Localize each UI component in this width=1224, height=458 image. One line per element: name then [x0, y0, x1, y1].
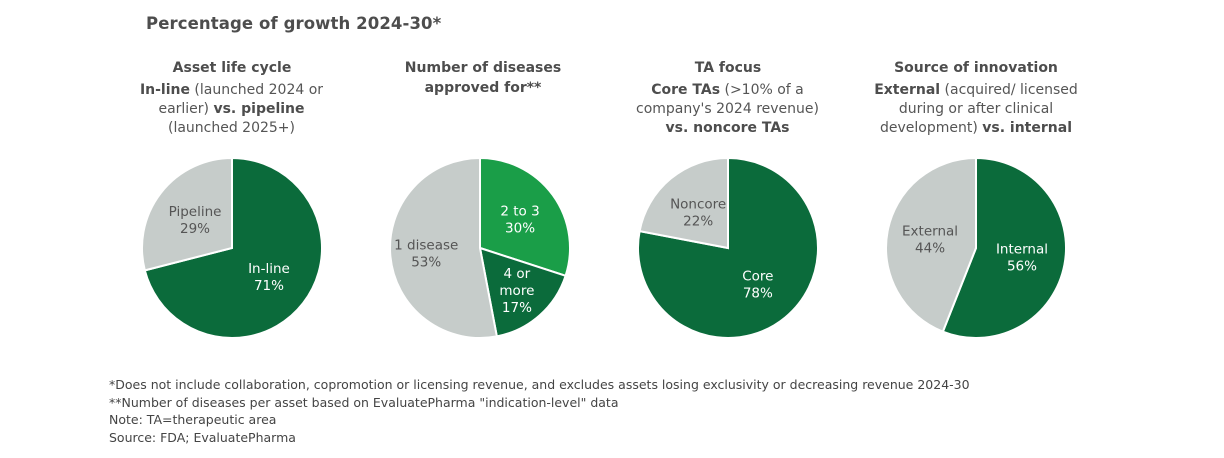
pie-slice-in-line: [143, 156, 323, 339]
footnote: Source: FDA; EvaluatePharma: [109, 429, 296, 445]
pie-slice-external: [885, 156, 977, 333]
pie-slice-pipeline: [141, 156, 233, 272]
panel-title: Source of innovation: [894, 60, 1058, 76]
slice-value: 30%: [505, 220, 535, 236]
slice-label: Noncore: [670, 196, 726, 212]
panel-source-of-innovation: Source of innovation External (acquired/…: [851, 58, 1101, 138]
pie-slice-noncore: [638, 156, 729, 250]
pie-slice-4-or-more: [478, 246, 567, 338]
chart-title: Percentage of growth 2024-30*: [146, 14, 442, 33]
subtitle-segment: vs. internal: [982, 120, 1072, 136]
slice-label: In-line: [248, 261, 290, 277]
pie-slice-internal: [941, 156, 1067, 339]
slice-label: Core: [742, 269, 773, 285]
subtitle-segment: (launched 2025+): [167, 120, 296, 136]
subtitle-segment: Core TAs: [651, 82, 721, 98]
slice-label: Internal: [996, 241, 1048, 257]
panel-asset-life-cycle: Asset life cycle In-line (launched 2024 …: [107, 58, 357, 138]
slice-value: 44%: [915, 241, 945, 257]
slice-value: 56%: [1007, 258, 1037, 274]
subtitle-segment: vs. pipeline: [213, 101, 305, 117]
slice-value: 71%: [254, 278, 284, 294]
panel-title: TA focus: [694, 60, 762, 76]
pie-slice-2-to-3: [479, 156, 571, 278]
slice-label: Pipeline: [169, 204, 222, 220]
footnotes: *Does not include collaboration, copromo…: [109, 376, 970, 446]
slice-label: 4 or: [504, 266, 531, 282]
panel-title: Number of diseases approved for**: [404, 60, 562, 96]
panel-title: Asset life cycle: [172, 60, 292, 76]
subtitle-segment: (acquired/ licensed during or after clin…: [880, 82, 1078, 136]
slice-label: more: [499, 283, 534, 299]
subtitle-segment: vs. noncore TAs: [665, 120, 790, 136]
slice-value: 78%: [743, 286, 773, 302]
panel-ta-focus: TA focus Core TAs (>10% of a company's 2…: [603, 58, 853, 138]
slice-value: 17%: [502, 300, 532, 316]
panel-subtitle: Core TAs (>10% of a company's 2024 reven…: [625, 81, 830, 138]
footnote: Note: TA=therapeutic area: [109, 412, 277, 427]
slice-label: 1 disease: [394, 238, 458, 254]
slice-label: External: [902, 224, 958, 240]
slice-value: 22%: [683, 213, 713, 229]
subtitle-segment: (>10% of a company's 2024 revenue): [636, 82, 819, 117]
panel-number-of-diseases: Number of diseases approved for**: [358, 58, 608, 101]
panel-subtitle: In-line (launched 2024 or earlier) vs. p…: [124, 81, 339, 138]
slice-value: 53%: [411, 255, 441, 271]
slice-label: 2 to 3: [500, 203, 539, 219]
subtitle-segment: In-line: [139, 82, 190, 98]
footnote: *Does not include collaboration, copromo…: [109, 377, 970, 392]
panel-subtitle: External (acquired/ licensed during or a…: [851, 81, 1101, 138]
pie-slice-1-disease: [389, 156, 499, 339]
footnote: **Number of diseases per asset based on …: [109, 394, 619, 410]
subtitle-segment: (launched 2024 or earlier): [158, 82, 324, 117]
slice-value: 29%: [180, 221, 210, 237]
subtitle-segment: External: [874, 82, 941, 98]
